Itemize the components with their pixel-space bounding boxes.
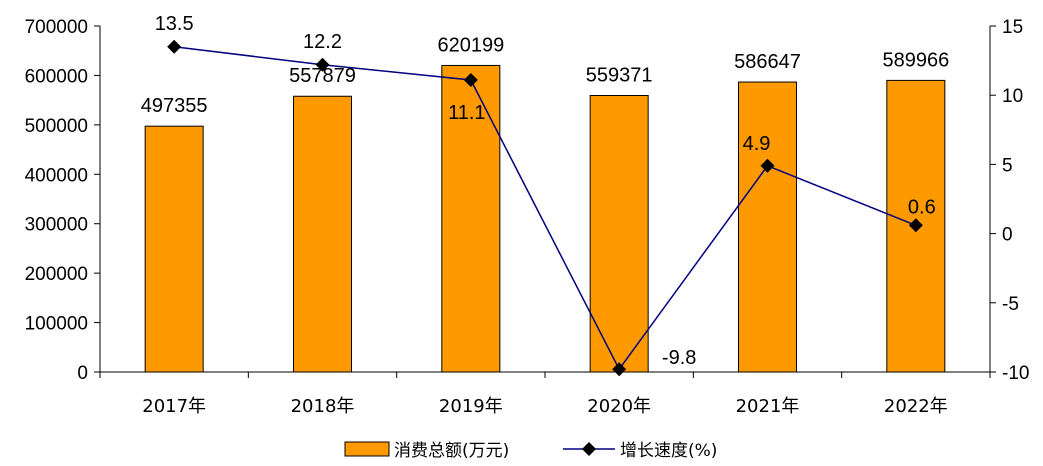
right-tick-label: 15 bbox=[1002, 17, 1023, 38]
bar-2020年 bbox=[589, 95, 649, 373]
right-tick-label: 10 bbox=[1002, 86, 1023, 107]
x-tick-label: 2022年 bbox=[884, 396, 948, 417]
left-tick-label: 600000 bbox=[25, 66, 88, 87]
bar-2021年 bbox=[738, 81, 797, 373]
bar-value-label: 559371 bbox=[586, 65, 653, 87]
bar-series bbox=[144, 64, 946, 373]
growth-marker-2020年 bbox=[612, 362, 627, 377]
left-tick-label: 400000 bbox=[25, 165, 88, 186]
x-tick-label: 2020年 bbox=[587, 396, 651, 417]
left-tick-label: 200000 bbox=[25, 264, 88, 285]
left-tick-label: 700000 bbox=[25, 17, 88, 38]
bar-2017年 bbox=[144, 125, 204, 373]
growth-marker-2017年 bbox=[167, 39, 182, 54]
bar-value-label: 586647 bbox=[734, 51, 801, 73]
x-tick-label: 2021年 bbox=[736, 396, 800, 417]
x-tick-label: 2018年 bbox=[291, 396, 355, 417]
growth-value-label: 12.2 bbox=[303, 31, 342, 53]
growth-value-label: 0.6 bbox=[908, 196, 936, 218]
legend-line-label: 增长速度(%) bbox=[620, 441, 717, 461]
axes: 0 100000 200000 300000 400000 500000 600000 700… bbox=[25, 17, 1030, 417]
right-tick-label: -5 bbox=[1002, 294, 1019, 315]
left-tick-label: 100000 bbox=[25, 314, 88, 335]
legend-bar-label: 消费总额(万元) bbox=[394, 441, 509, 461]
left-tick-label: 500000 bbox=[25, 116, 88, 137]
growth-value-label: 11.1 bbox=[448, 102, 485, 124]
line-series bbox=[167, 39, 923, 377]
bar-value-label: 557879 bbox=[289, 65, 356, 87]
bar-value-label: 497355 bbox=[141, 95, 208, 117]
x-tick-label: 2017年 bbox=[142, 396, 206, 417]
growth-value-label: -9.8 bbox=[662, 347, 696, 369]
bar-value-label: 589966 bbox=[882, 49, 949, 71]
legend-line-marker bbox=[582, 442, 596, 456]
right-tick-label: 5 bbox=[1002, 155, 1013, 176]
growth-marker-2022年 bbox=[908, 218, 923, 233]
legend: 消费总额(万元) 增长速度(%) bbox=[344, 441, 717, 461]
left-tick-label: 300000 bbox=[25, 215, 88, 236]
bar-2018年 bbox=[293, 95, 352, 373]
x-tick-label: 2019年 bbox=[439, 396, 503, 417]
growth-value-label: 4.9 bbox=[743, 133, 771, 155]
growth-marker-2018年 bbox=[315, 57, 330, 72]
growth-marker-2021年 bbox=[760, 158, 775, 173]
bar-value-label: 620199 bbox=[437, 34, 504, 56]
growth-marker-2019年 bbox=[463, 72, 478, 87]
left-tick-label: 0 bbox=[77, 363, 88, 384]
data-labels: 497355 557879 620199 559371 586647 589966 13.5… bbox=[141, 13, 949, 369]
right-tick-label: 0 bbox=[1002, 225, 1013, 246]
growth-value-label: 13.5 bbox=[155, 13, 194, 35]
legend-bar-swatch bbox=[344, 441, 390, 457]
growth-line bbox=[174, 46, 917, 371]
right-tick-label: -10 bbox=[1002, 363, 1029, 384]
